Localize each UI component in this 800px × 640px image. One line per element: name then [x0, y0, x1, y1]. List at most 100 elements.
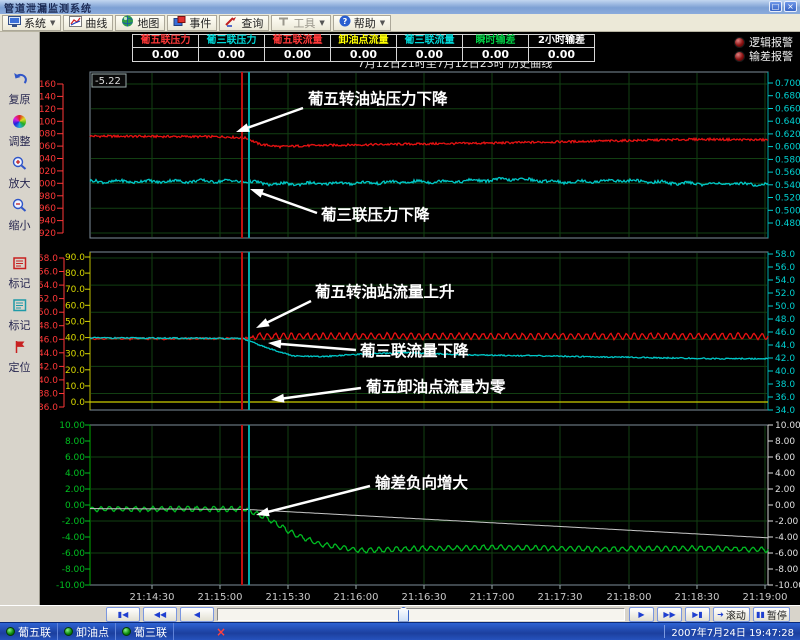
- tab-label: 葡三联: [134, 625, 167, 639]
- nav-button-label: 滚动: [725, 610, 746, 622]
- mark-red-icon: [12, 255, 27, 274]
- go-first-icon: ▮◀: [117, 609, 129, 619]
- window-title: 管道泄漏监测系统: [4, 3, 92, 15]
- close-button[interactable]: ×: [784, 1, 797, 12]
- fast-back-button[interactable]: ◀◀: [143, 606, 177, 622]
- fast-forward-icon: ▶▶: [663, 609, 676, 619]
- sidebar-button-locate-6[interactable]: 定位: [0, 336, 39, 378]
- sidebar-label: 调整: [8, 135, 31, 148]
- readout-value: 0.00: [132, 48, 199, 62]
- time-scrollbar[interactable]: [217, 606, 625, 622]
- nav-left-buttons: ▮◀ ◀◀ ◀: [106, 606, 217, 622]
- menu-label: 系统: [24, 16, 46, 30]
- pause-icon: ▮▮: [756, 609, 765, 619]
- status-datetime-group: 2007年7月24日 19:47:28: [664, 624, 794, 639]
- readout-label: 葡五联压力: [132, 34, 199, 48]
- go-last-button[interactable]: ▶▮: [685, 606, 710, 622]
- status-divider: [664, 625, 666, 638]
- station-tabs: 葡五联 卸油点 葡三联: [0, 623, 174, 640]
- readout-value: 0.00: [528, 48, 595, 62]
- system-icon: [8, 15, 21, 30]
- menu-button-help[interactable]: ? 帮助 ▼: [332, 14, 392, 31]
- alarm-row-1: 输差报警: [734, 49, 793, 63]
- station-dot-icon: [122, 627, 131, 636]
- readout-3: 卸油点流量 0.00: [330, 34, 397, 62]
- sidebar-toolbar: 复原 调整 放大 缩小 标记 标记 定位: [0, 32, 40, 605]
- menu-button-query[interactable]: 查询: [219, 14, 270, 31]
- sidebar-label: 标记: [8, 277, 31, 290]
- undo-icon: [12, 71, 28, 90]
- sidebar-button-mark-cyan-5[interactable]: 标记: [0, 294, 39, 336]
- readout-value: 0.00: [330, 48, 397, 62]
- map-icon: [121, 15, 134, 30]
- tab-卸油点[interactable]: 卸油点: [58, 623, 116, 640]
- readout-value: 0.00: [462, 48, 529, 62]
- readout-label: 葡三联压力: [198, 34, 265, 48]
- chevron-down-icon: ▼: [50, 18, 56, 27]
- menu-label: 工具: [293, 16, 316, 30]
- station-dot-icon: [6, 627, 15, 636]
- alarm-label: 逻辑报警: [749, 36, 793, 49]
- pause-button[interactable]: ▮▮ 暂停: [753, 606, 790, 622]
- zoom-out-icon: [12, 197, 27, 216]
- go-first-button[interactable]: ▮◀: [106, 606, 140, 622]
- menu-label: 查询: [241, 16, 264, 30]
- menu-label: 曲线: [85, 16, 108, 30]
- zoom-in-icon: [12, 155, 27, 174]
- station-dot-icon: [64, 627, 73, 636]
- fast-forward-button[interactable]: ▶▶: [657, 606, 682, 622]
- tab-葡五联[interactable]: 葡五联: [0, 623, 58, 640]
- readout-4: 葡三联流量 0.00: [396, 34, 463, 62]
- curve-icon: [69, 15, 83, 30]
- sidebar-button-adjust-1[interactable]: 调整: [0, 110, 39, 152]
- scroll-button[interactable]: ➜ 滚动: [713, 606, 750, 622]
- menu-label: 帮助: [353, 16, 376, 30]
- time-scrollbar-thumb[interactable]: [398, 606, 409, 622]
- tab-葡三联[interactable]: 葡三联: [116, 623, 174, 640]
- sidebar-label: 标记: [8, 319, 31, 332]
- sidebar-button-zoom-in-2[interactable]: 放大: [0, 152, 39, 194]
- alarm-radio-icon[interactable]: [734, 50, 745, 62]
- readout-label: 2小时输差: [528, 34, 595, 48]
- titlebar: 管道泄漏监测系统 □ ×: [0, 0, 800, 15]
- forward-icon: ▶: [638, 609, 645, 619]
- menu-button-system[interactable]: 系统 ▼: [2, 14, 62, 31]
- alarm-radio-icon[interactable]: [734, 36, 745, 48]
- fast-back-icon: ◀◀: [153, 609, 167, 619]
- chart-workspace: 复原 调整 放大 缩小 标记 标记 定位 葡五联压力 0.00 葡三联压力 0.00 葡五联流量 0.…: [0, 32, 800, 605]
- forward-button[interactable]: ▶: [629, 606, 654, 622]
- status-close-icon[interactable]: ×: [216, 624, 227, 639]
- menu-button-map[interactable]: 地图: [115, 14, 166, 31]
- query-icon: [225, 16, 238, 30]
- status-datetime: 2007年7月24日 19:47:28: [671, 628, 794, 639]
- readout-value: 0.00: [198, 48, 265, 62]
- event-icon: [173, 15, 186, 30]
- menubar: 系统 ▼ 曲线 地图 事件 查询 工具 ▼? 帮助 ▼: [0, 14, 800, 32]
- playback-navbar: ▮◀ ◀◀ ◀ ▶ ▶▶ ▶▮ ➜ 滚动 ▮▮ 暂停: [0, 605, 800, 622]
- sidebar-label: 定位: [8, 361, 31, 374]
- menu-button-event[interactable]: 事件: [167, 14, 218, 31]
- adjust-icon: [13, 113, 26, 132]
- restore-button[interactable]: □: [769, 1, 782, 12]
- sidebar-button-mark-red-4[interactable]: 标记: [0, 252, 39, 294]
- menu-label: 地图: [137, 16, 160, 30]
- readout-value: 0.00: [264, 48, 331, 62]
- locate-icon: [14, 339, 26, 358]
- readout-1: 葡三联压力 0.00: [198, 34, 265, 62]
- nav-button-label: 暂停: [766, 610, 787, 622]
- alarm-row-0: 逻辑报警: [734, 35, 793, 49]
- sidebar-button-zoom-out-3[interactable]: 缩小: [0, 194, 39, 236]
- nav-right-buttons: ▶ ▶▶ ▶▮ ➜ 滚动 ▮▮ 暂停: [629, 606, 793, 622]
- sidebar-button-undo-0[interactable]: 复原: [0, 68, 39, 110]
- statusbar: 葡五联 卸油点 葡三联 × 2007年7月24日 19:47:28: [0, 622, 800, 640]
- menu-button-tools: 工具 ▼: [271, 14, 331, 31]
- tab-label: 卸油点: [76, 625, 109, 639]
- readout-label: 葡三联流量: [396, 34, 463, 48]
- tab-label: 葡五联: [18, 625, 51, 639]
- menu-button-curve[interactable]: 曲线: [63, 14, 114, 31]
- sidebar-label: 放大: [8, 177, 31, 190]
- back-button[interactable]: ◀: [180, 606, 214, 622]
- go-last-icon: ▶▮: [692, 609, 703, 619]
- readout-0: 葡五联压力 0.00: [132, 34, 199, 62]
